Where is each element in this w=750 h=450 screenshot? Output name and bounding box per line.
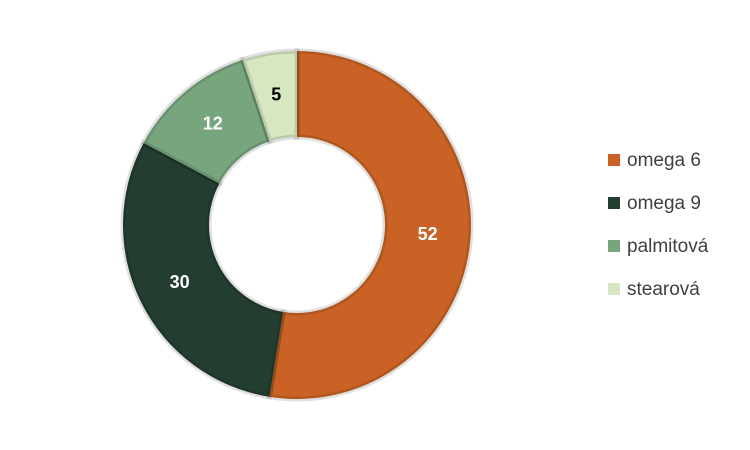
- data-label: 52: [418, 224, 438, 244]
- data-label: 30: [170, 272, 190, 292]
- data-label: 12: [203, 113, 223, 133]
- legend-label: omega 6: [627, 150, 701, 171]
- donut-segment: [239, 48, 300, 145]
- donut-segment: [120, 139, 286, 400]
- legend-swatch: [608, 197, 620, 209]
- legend-swatch: [608, 240, 620, 252]
- donut-segment: [140, 56, 273, 187]
- donut-segment: [266, 48, 474, 402]
- legend-label: stearová: [627, 279, 700, 300]
- legend-swatch: [608, 154, 620, 166]
- data-label: 5: [271, 84, 281, 104]
- legend-label: omega 9: [627, 193, 701, 214]
- legend-swatch: [608, 283, 620, 295]
- legend-label: palmitová: [627, 236, 709, 257]
